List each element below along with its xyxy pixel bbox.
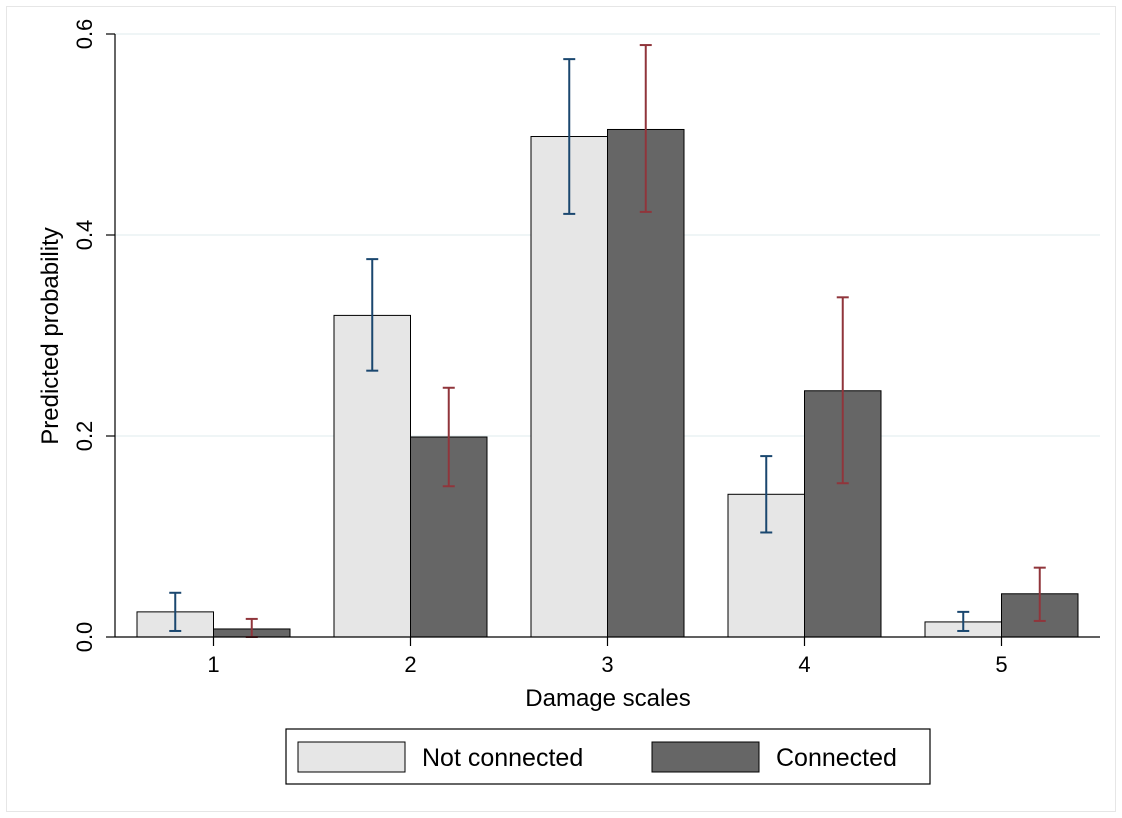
x-tick-label: 3 [601, 652, 613, 677]
legend-label-not-connected: Not connected [422, 744, 583, 772]
legend-swatch-connected [651, 741, 760, 773]
chart-frame [6, 6, 1116, 812]
bar-connected [607, 128, 685, 638]
y-tick-label: 0.2 [72, 421, 97, 452]
x-tick-label: 2 [404, 652, 416, 677]
bars [136, 128, 1079, 638]
legend-swatch-not-connected [297, 741, 406, 773]
error-bars [169, 44, 1046, 638]
y-tick-label: 0.4 [72, 220, 97, 251]
y-axis-title: Predicted probability [37, 227, 64, 444]
x-tick-label: 5 [995, 652, 1007, 677]
legend: Not connected Connected [285, 728, 931, 785]
y-tick-label: 0.0 [72, 622, 97, 653]
x-axis-title: Damage scales [525, 685, 690, 712]
x-tick-label: 4 [798, 652, 810, 677]
bar-not-connected [530, 136, 608, 638]
legend-label-connected: Connected [776, 744, 897, 772]
x-tick-label: 1 [207, 652, 219, 677]
axes: 0.0 0.2 0.4 0.6 1 2 3 4 5 [72, 19, 1100, 677]
y-tick-label: 0.6 [72, 19, 97, 50]
